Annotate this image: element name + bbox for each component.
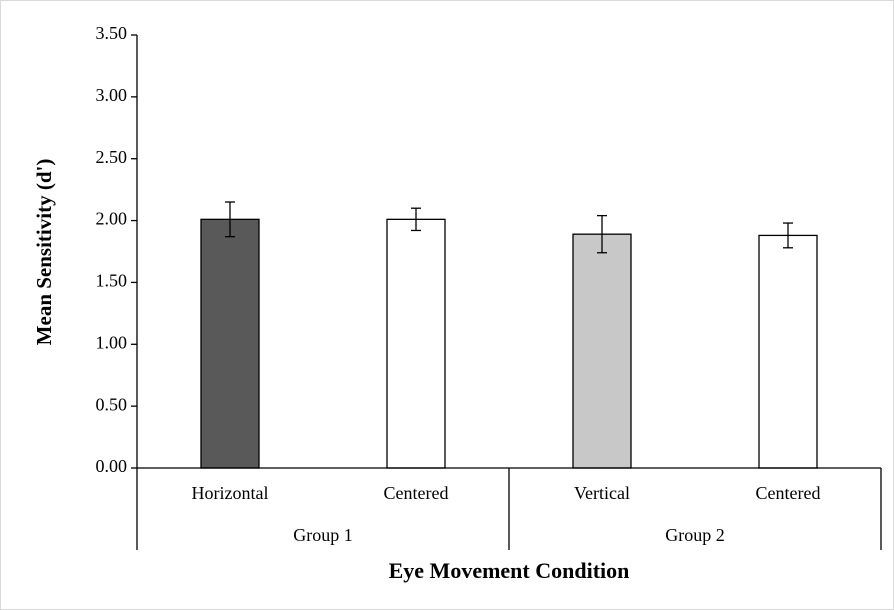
y-tick-label: 3.00	[96, 85, 128, 105]
x-tick-label: Centered	[384, 483, 449, 503]
y-tick-label: 2.00	[96, 209, 128, 229]
bar	[386, 218, 446, 469]
y-tick-label: 1.50	[96, 271, 128, 291]
y-axis-title: Mean Sensitivity (d')	[32, 159, 56, 346]
bar	[572, 233, 632, 469]
x-tick-label: Horizontal	[192, 483, 269, 503]
x-axis-title: Eye Movement Condition	[389, 558, 630, 583]
group-label: Group 1	[293, 525, 353, 545]
bar	[200, 218, 260, 469]
group-label: Group 2	[665, 525, 725, 545]
y-tick-label: 1.00	[96, 332, 128, 352]
x-tick-label: Centered	[756, 483, 821, 503]
y-tick-label: 2.50	[96, 147, 128, 167]
y-tick-label: 3.50	[96, 23, 128, 43]
y-tick-label: 0.50	[96, 394, 128, 414]
bar	[758, 234, 818, 469]
y-tick-label: 0.00	[96, 456, 128, 476]
x-tick-label: Vertical	[574, 483, 630, 503]
